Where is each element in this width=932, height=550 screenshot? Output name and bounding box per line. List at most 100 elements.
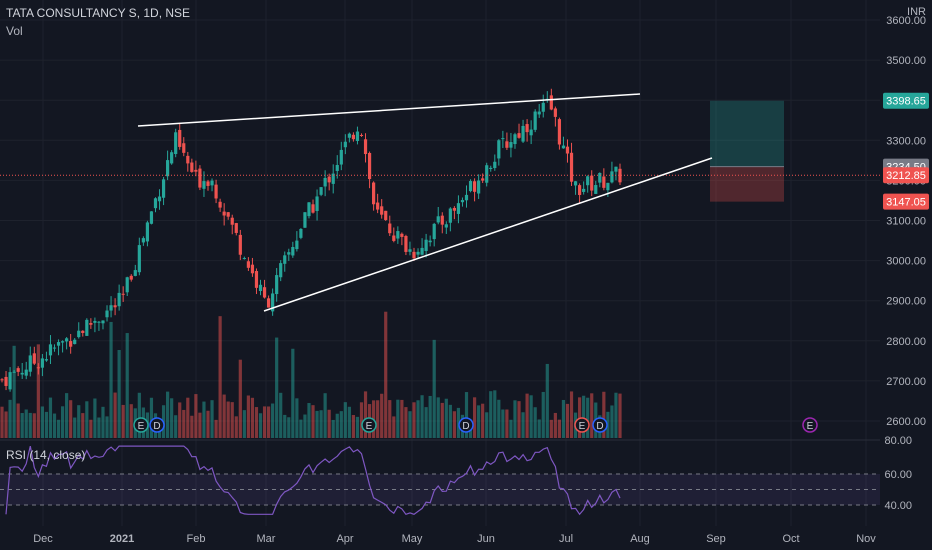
price-tag-label: 3147.05 bbox=[886, 197, 926, 209]
volume-bar bbox=[121, 404, 125, 438]
volume-bar bbox=[440, 402, 444, 438]
event-marker-label: E bbox=[138, 421, 145, 432]
candle-body bbox=[590, 175, 594, 191]
candle-body bbox=[481, 178, 485, 181]
candle-body bbox=[295, 240, 299, 250]
candle-body bbox=[412, 251, 416, 259]
volume-bar bbox=[101, 406, 105, 438]
volume-bar bbox=[416, 400, 420, 438]
candle-body bbox=[170, 152, 174, 164]
candle-body bbox=[367, 152, 372, 180]
volume-bar bbox=[234, 416, 238, 438]
volume-bar bbox=[258, 413, 263, 438]
time-tick-label: May bbox=[402, 533, 423, 545]
candle-body bbox=[254, 271, 259, 288]
price-tick-label: 2700.00 bbox=[886, 376, 926, 388]
time-axis[interactable]: Dec 2021 Feb Mar Apr May Jun Jul Aug Sep Oct Nov bbox=[33, 533, 876, 545]
volume-bar bbox=[424, 407, 428, 438]
candle-body bbox=[618, 168, 622, 183]
volume-label: Vol bbox=[6, 24, 23, 38]
volume-bar bbox=[307, 403, 311, 438]
candle-body bbox=[48, 344, 53, 356]
volume-bar bbox=[436, 397, 440, 438]
price-tick-label: 2900.00 bbox=[886, 296, 926, 308]
volume-bar bbox=[464, 392, 469, 438]
candle-body bbox=[416, 251, 420, 255]
volume-bar bbox=[327, 409, 331, 438]
volume-bar bbox=[222, 394, 226, 438]
candle-body bbox=[598, 172, 602, 183]
candle-body bbox=[60, 341, 65, 343]
candle-body bbox=[452, 207, 456, 211]
candle-body bbox=[299, 228, 303, 238]
price-tag-label: 3398.65 bbox=[886, 96, 926, 108]
event-marker-label: E bbox=[579, 421, 586, 432]
volume-bar bbox=[529, 395, 533, 438]
candle-body bbox=[335, 165, 339, 171]
volume-bar bbox=[299, 419, 303, 438]
candle-body bbox=[477, 180, 481, 194]
volume-bar bbox=[408, 411, 412, 438]
candle-body bbox=[266, 298, 271, 308]
volume-bar bbox=[182, 409, 186, 438]
volume-bar bbox=[214, 419, 218, 438]
long-position-tool[interactable] bbox=[710, 100, 784, 202]
candle-body bbox=[578, 185, 582, 195]
volume-bar bbox=[549, 419, 553, 438]
price-axis[interactable]: 3600.003500.003400.003300.003200.003100.… bbox=[880, 0, 932, 550]
volume-bar bbox=[565, 403, 570, 438]
candle-body bbox=[444, 224, 448, 228]
candle-body bbox=[242, 258, 246, 260]
candle-body bbox=[420, 247, 424, 255]
volume-bar bbox=[12, 345, 16, 438]
price-tick-label: 3500.00 bbox=[886, 55, 926, 67]
volume-bar bbox=[186, 397, 190, 438]
candle-body bbox=[404, 235, 408, 252]
candle-body bbox=[493, 161, 497, 169]
volume-bar bbox=[489, 391, 493, 438]
candle-body bbox=[517, 133, 521, 138]
price-tick-label: 2800.00 bbox=[886, 336, 926, 348]
trendlines[interactable] bbox=[137, 93, 713, 312]
volume-bar bbox=[420, 395, 424, 438]
candle-body bbox=[561, 145, 566, 149]
position-stop-zone bbox=[710, 166, 784, 202]
candle-body bbox=[355, 131, 360, 141]
volume-bar bbox=[521, 412, 525, 438]
price-axis-bg bbox=[880, 0, 932, 550]
volume-bar bbox=[105, 416, 109, 438]
candle-body bbox=[250, 264, 255, 274]
volume-bar bbox=[347, 406, 351, 438]
volume-bar bbox=[109, 321, 113, 438]
candle-body bbox=[614, 166, 618, 172]
candle-body bbox=[327, 176, 331, 183]
candle-body bbox=[24, 369, 28, 376]
candle-body bbox=[161, 179, 166, 198]
price-tick-label: 3000.00 bbox=[886, 256, 926, 268]
candle-body bbox=[178, 129, 182, 147]
candle-body bbox=[347, 133, 351, 138]
candle-body bbox=[271, 293, 275, 312]
volume-bar bbox=[4, 411, 8, 438]
time-tick-label: Nov bbox=[856, 533, 876, 545]
volume-bar bbox=[137, 392, 141, 438]
price-tag bbox=[883, 167, 929, 184]
candle-body bbox=[77, 330, 81, 338]
volume-bar bbox=[73, 417, 77, 438]
candle-body bbox=[218, 201, 222, 208]
volume-bar bbox=[452, 411, 456, 438]
volume-bar bbox=[472, 397, 477, 438]
candle-body bbox=[541, 102, 545, 112]
candle-body bbox=[489, 167, 493, 170]
volume-bar bbox=[537, 419, 541, 438]
candle-body bbox=[125, 277, 129, 293]
candle-body bbox=[145, 222, 150, 242]
candle-body bbox=[190, 162, 194, 172]
volume-bar bbox=[481, 403, 485, 438]
time-tick-label: Oct bbox=[782, 533, 799, 545]
volume-bar bbox=[238, 359, 242, 438]
candle-body bbox=[602, 176, 606, 188]
candle-body bbox=[363, 139, 368, 155]
